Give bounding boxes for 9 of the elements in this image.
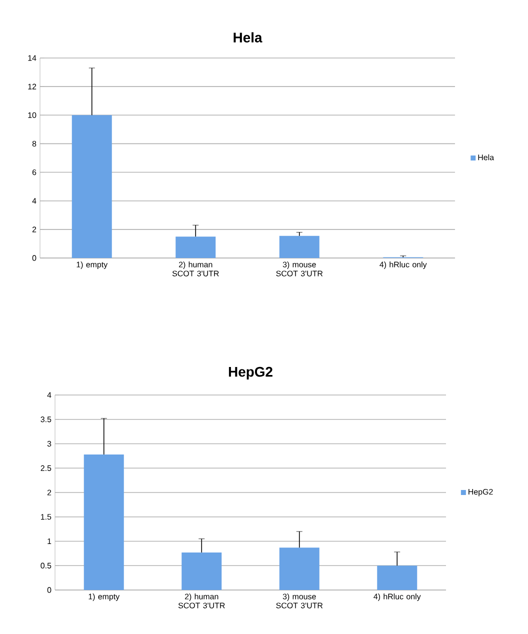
bar: [182, 552, 222, 590]
bar: [176, 236, 216, 258]
chart-title: HepG2: [228, 366, 272, 380]
bar: [279, 548, 320, 590]
bar: [72, 115, 112, 258]
chart-title: Hela: [234, 32, 262, 42]
bar: [279, 236, 320, 258]
bar: [377, 566, 418, 590]
bar: [84, 454, 124, 590]
